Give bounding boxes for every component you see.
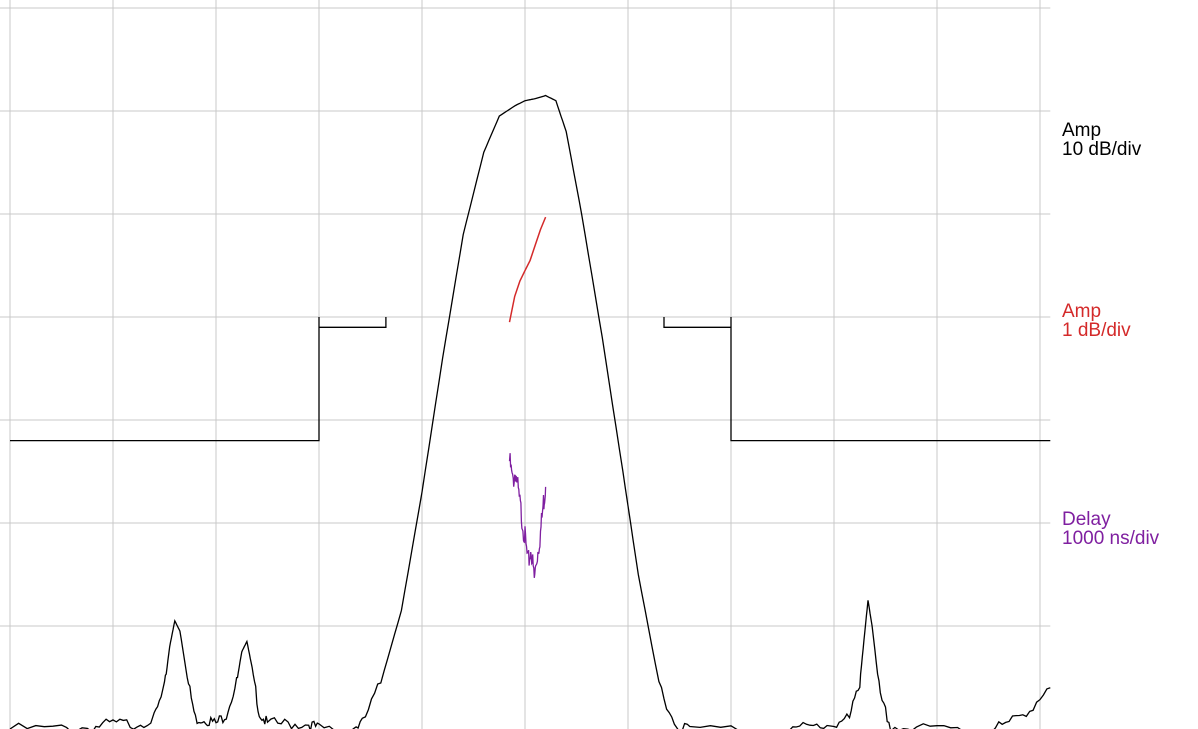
trace-delay — [508, 453, 547, 578]
legend-delay-name: Delay — [1062, 509, 1111, 530]
trace-amp_fine — [508, 216, 547, 323]
legend-amp-fine-name: Amp — [1062, 301, 1102, 322]
trace-amp_coarse — [9, 94, 1051, 729]
legend-amp-fine: Amp 1 dB/div — [1062, 302, 1131, 340]
plot-grid — [0, 0, 1051, 729]
plot-traces — [9, 94, 1051, 729]
legend-amp-fine-scale: 1 dB/div — [1062, 320, 1131, 341]
legend-amp-coarse-name: Amp — [1062, 120, 1102, 141]
legend-amp-coarse-scale: 10 dB/div — [1062, 139, 1142, 160]
legend-delay-scale: 1000 ns/div — [1062, 528, 1160, 549]
legend-amp-coarse: Amp 10 dB/div — [1062, 121, 1141, 159]
trace-mask_right — [663, 317, 1051, 442]
legend-delay: Delay 1000 ns/div — [1062, 510, 1159, 548]
trace-mask — [10, 317, 387, 442]
